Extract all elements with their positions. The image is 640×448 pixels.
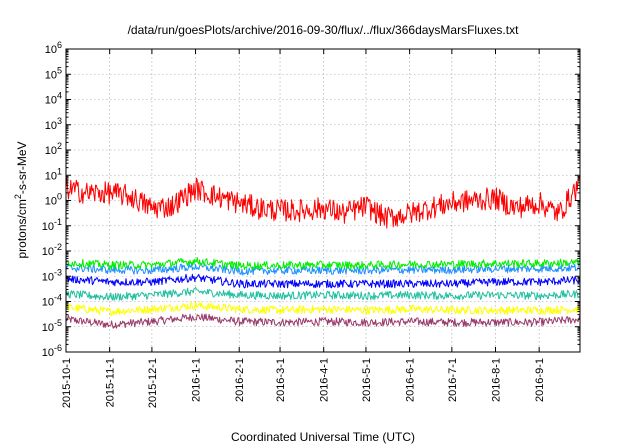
y-tick-label: 103 bbox=[45, 116, 62, 132]
y-tick-label: 10-5 bbox=[42, 318, 62, 334]
y-tick-label: 100 bbox=[45, 192, 62, 208]
x-tick-labels: 2015-10-1 2015-11-1 2015-12-1 2016-1-1 2016-… bbox=[61, 358, 546, 408]
x-tick-label: 2015-10-1 bbox=[61, 358, 73, 408]
y-tick-label: 101 bbox=[45, 166, 62, 182]
x-tick-label: 2016-8-1 bbox=[491, 358, 503, 402]
x-tick-label: 2016-5-1 bbox=[361, 358, 373, 402]
series-line bbox=[65, 176, 581, 229]
x-tick-label: 2016-1-1 bbox=[191, 358, 203, 402]
y-tick-label: 10-3 bbox=[42, 267, 62, 283]
series-line bbox=[65, 273, 581, 289]
y-tick-labels: 10-6 10-5 10-4 10-3 10-2 10-1 100 101 102 103 104 1… bbox=[42, 40, 62, 359]
series-line bbox=[65, 313, 581, 329]
x-tick-label: 2016-4-1 bbox=[319, 358, 331, 402]
x-tick-label: 2015-12-1 bbox=[147, 358, 159, 408]
series-line bbox=[65, 287, 580, 301]
y-axis-label: protons/cm2-s-sr-MeV bbox=[13, 141, 29, 258]
y-tick-label: 10-2 bbox=[42, 242, 62, 258]
y-tick-label: 105 bbox=[45, 65, 62, 81]
y-tick-label: 104 bbox=[45, 91, 62, 107]
y-tick-label: 106 bbox=[45, 40, 62, 56]
ticks bbox=[65, 48, 580, 353]
series-line bbox=[65, 267, 581, 281]
series-layer bbox=[65, 176, 581, 329]
y-tick-label: 10-6 bbox=[42, 343, 62, 359]
x-tick-label: 2016-2-1 bbox=[234, 358, 246, 402]
x-tick-label: 2016-6-1 bbox=[405, 358, 417, 402]
x-tick-label: 2016-7-1 bbox=[447, 358, 459, 402]
series-line bbox=[65, 256, 581, 270]
series-line bbox=[65, 301, 581, 316]
x-tick-label: 2015-11-1 bbox=[105, 358, 117, 407]
chart-title: /data/run/goesPlots/archive/2016-09-30/f… bbox=[128, 23, 520, 37]
x-tick-label: 2016-3-1 bbox=[275, 358, 287, 402]
x-tick-label: 2016-9-1 bbox=[534, 358, 546, 402]
y-tick-label: 10-1 bbox=[42, 217, 62, 233]
y-tick-label: 102 bbox=[45, 141, 62, 157]
y-tick-label: 10-4 bbox=[42, 293, 62, 309]
x-axis-label: Coordinated Universal Time (UTC) bbox=[231, 430, 415, 444]
